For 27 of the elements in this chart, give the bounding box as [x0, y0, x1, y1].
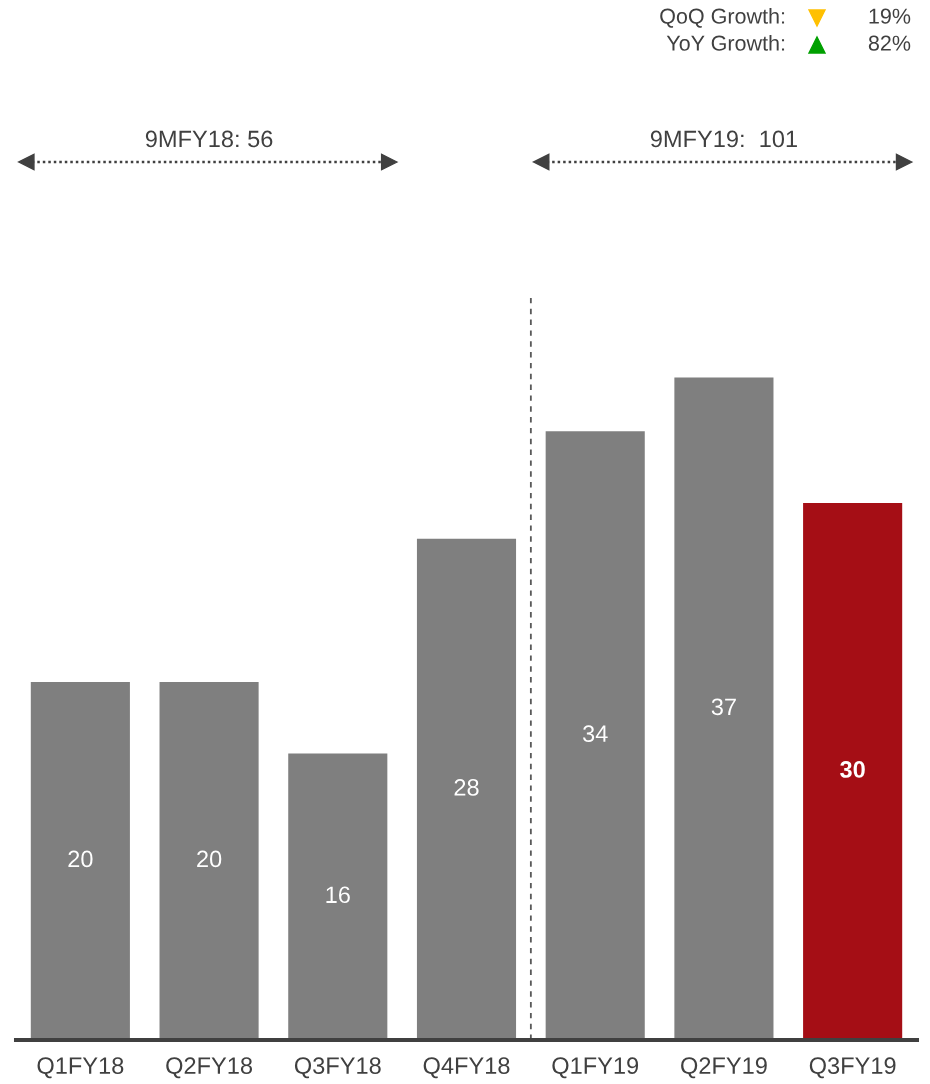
data-label: 37	[711, 698, 736, 716]
data-label: 16	[326, 886, 350, 904]
data-label: 34	[582, 725, 608, 742]
bar	[545, 431, 645, 1040]
data-label: 28	[454, 778, 479, 796]
x-tick-label: Q1FY19	[552, 1057, 639, 1079]
x-tick-label: Q2FY18	[166, 1057, 253, 1079]
bar	[803, 502, 903, 1040]
data-label: 20	[68, 850, 93, 868]
bar	[159, 681, 259, 1040]
bar	[674, 377, 774, 1040]
text: 9MFY18: 56	[145, 130, 273, 148]
text: QoQ Growth:	[660, 7, 785, 28]
bar	[30, 681, 130, 1040]
x-tick-label: Q1FY18	[37, 1057, 124, 1079]
text: 19%	[869, 8, 911, 24]
text: 9MFY19: 101	[650, 130, 797, 148]
x-tick-label: Q4FY18	[423, 1057, 510, 1079]
data-label: 20	[197, 850, 222, 868]
x-tick-label: Q3FY18	[294, 1057, 381, 1079]
x-tick-label: Q3FY19	[809, 1057, 896, 1079]
data-label: 30	[840, 761, 865, 778]
bar	[416, 538, 517, 1040]
x-tick-label: Q2FY19	[681, 1057, 767, 1079]
text: 82%	[868, 35, 911, 51]
text: YoY Growth:	[666, 34, 785, 51]
bar	[288, 753, 388, 1040]
